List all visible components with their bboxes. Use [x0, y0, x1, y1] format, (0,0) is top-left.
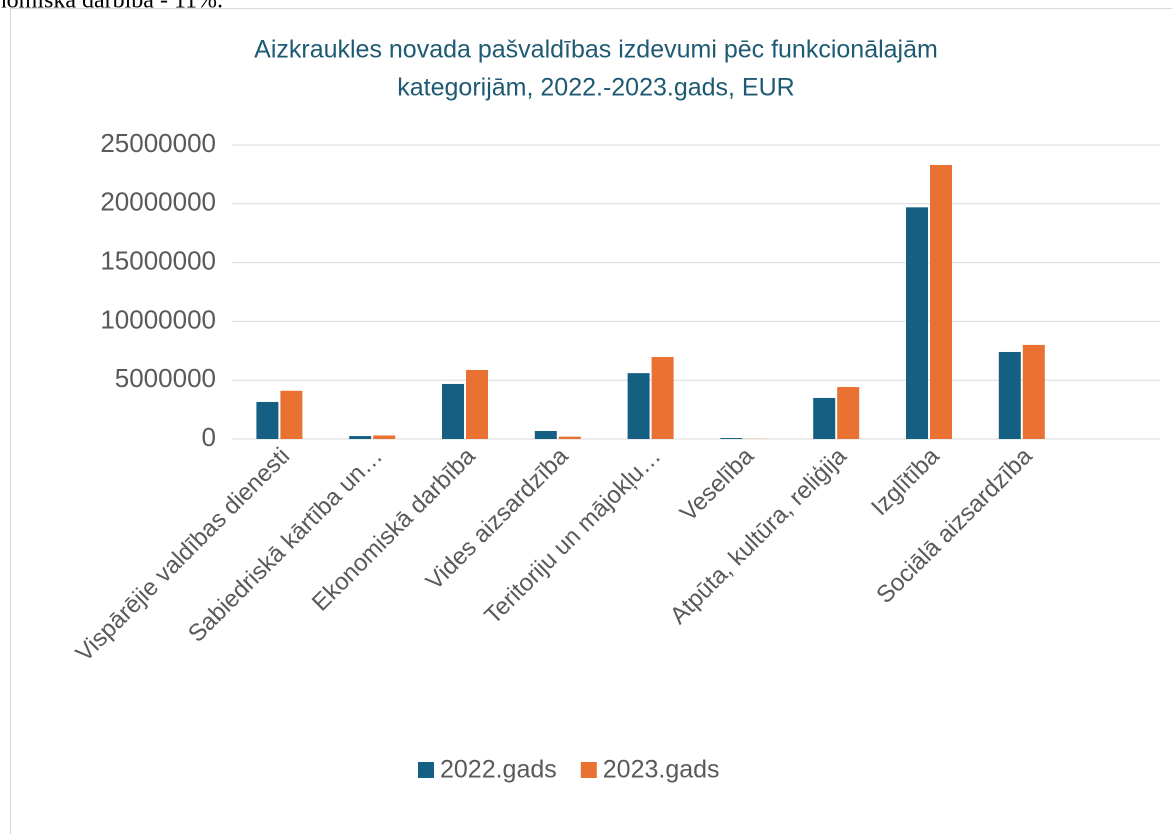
bar [558, 436, 581, 439]
bar [373, 435, 396, 439]
legend-label: 2023.gads [603, 756, 720, 784]
bar [998, 351, 1021, 439]
chart-frame [10, 8, 1172, 834]
y-tick-label: 20000000 [100, 187, 216, 217]
bar [651, 357, 674, 439]
bar [280, 390, 303, 439]
bar [1022, 344, 1045, 439]
bar [930, 164, 952, 439]
bar [813, 397, 836, 439]
y-tick-label: 5000000 [115, 363, 216, 393]
bar [627, 373, 650, 439]
legend-swatch [418, 762, 434, 778]
bar [256, 401, 279, 439]
chart-title: Aizkraukles novada pašvaldības izdevumi … [254, 36, 938, 64]
bar [442, 383, 464, 439]
bar [720, 438, 743, 439]
chart-title: kategorijām, 2022.-2023.gads, EUR [397, 74, 794, 102]
y-tick-label: 10000000 [100, 304, 216, 334]
y-tick-label: 15000000 [100, 245, 216, 275]
legend-label: 2022.gads [440, 756, 557, 784]
legend-swatch [580, 762, 597, 778]
bar [349, 436, 372, 439]
bar [534, 431, 557, 439]
bar [906, 207, 928, 439]
y-tick-label: 25000000 [100, 128, 216, 158]
y-tick-label: 0 [202, 422, 216, 452]
bar [466, 369, 488, 439]
bar [837, 387, 860, 439]
